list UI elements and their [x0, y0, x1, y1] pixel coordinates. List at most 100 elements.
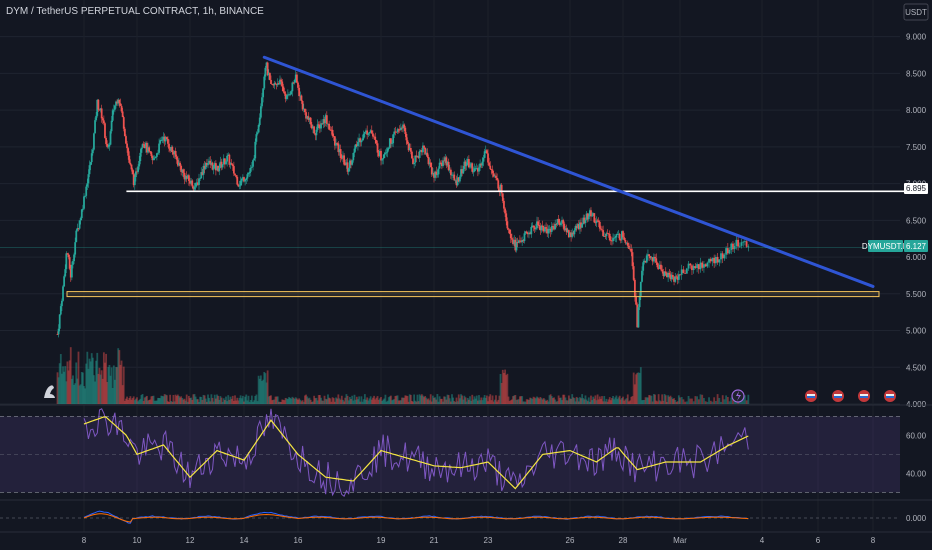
candle-body: [442, 160, 444, 167]
volume-bar: [516, 399, 519, 404]
candle-body: [604, 235, 607, 237]
time-axis[interactable]: 8 10 12 14 16 19 21 23 26 28 Mar 4 6 8: [0, 531, 932, 545]
candle-body: [405, 133, 408, 141]
volume-bar: [210, 394, 213, 404]
volume-bar: [83, 386, 85, 404]
volume-bar: [202, 394, 205, 404]
volume-bar: [381, 400, 384, 404]
rsi-pane[interactable]: 60.00 40.00: [0, 404, 932, 497]
price-axis[interactable]: 9.0008.5008.0007.5007.0006.5006.0005.500…: [906, 33, 927, 409]
candle-body: [198, 178, 200, 185]
candle-body: [94, 120, 96, 134]
candle-body: [159, 140, 162, 144]
volume-bar: [608, 397, 611, 404]
candle-body: [245, 178, 248, 180]
price-candles[interactable]: [56, 61, 750, 338]
candle-body: [279, 79, 281, 85]
volume-bar: [558, 397, 561, 404]
economic-event-flag-icon[interactable]: [884, 390, 896, 402]
candle-body: [340, 157, 343, 159]
candle-body: [300, 95, 303, 101]
candle-body: [608, 233, 611, 241]
candle-body: [238, 185, 241, 187]
candle-body: [201, 172, 204, 175]
candle-body: [358, 138, 360, 142]
candle-body: [131, 169, 134, 175]
economic-event-flag-icon[interactable]: [858, 390, 870, 402]
candle-body: [222, 158, 225, 165]
volume-bar: [164, 394, 167, 404]
candle-body: [581, 224, 584, 228]
volume-bar: [489, 394, 492, 404]
economic-event-flag-icon[interactable]: [832, 390, 844, 402]
volume-bar: [615, 395, 618, 404]
candle-body: [651, 257, 654, 262]
candle-body: [357, 141, 359, 147]
volume-bar: [684, 401, 687, 404]
candle-body: [355, 144, 358, 147]
candle-body: [216, 165, 218, 171]
candle-body: [485, 150, 488, 154]
volume-bar: [661, 394, 664, 404]
candle-body: [312, 126, 314, 129]
volume-bar: [521, 396, 524, 404]
candle-body: [606, 233, 609, 235]
flash-event-icon[interactable]: [731, 389, 745, 403]
volume-bar: [470, 400, 473, 404]
candle-body: [582, 217, 585, 225]
currency-button[interactable]: USDT: [903, 3, 929, 21]
support-zone[interactable]: [66, 291, 880, 298]
candle-body: [697, 264, 700, 270]
volume-bar: [98, 367, 101, 404]
volume-bar: [321, 400, 324, 404]
volume-bar: [200, 396, 203, 404]
volume-bar: [380, 396, 382, 404]
volume-bar: [407, 401, 410, 404]
candle-body: [99, 108, 102, 111]
candle-body: [730, 243, 733, 250]
candle-body: [503, 200, 505, 209]
macd-pane[interactable]: 0.000: [0, 499, 932, 524]
candle-body: [105, 137, 107, 144]
volume-bar: [327, 394, 329, 404]
candle-body: [437, 168, 440, 175]
symbol-label: DYMUSDT.P: [862, 242, 908, 251]
volume-bar: [175, 395, 178, 404]
volume-bar: [191, 399, 194, 404]
candle-body: [557, 219, 560, 223]
candle-body: [415, 155, 418, 158]
volume-bar: [335, 397, 337, 404]
volume-bar: [279, 401, 281, 404]
volume-bar: [488, 396, 491, 404]
candle-body: [362, 133, 365, 139]
volume-bar: [425, 397, 428, 404]
volume-bar: [310, 401, 313, 404]
candle-body: [540, 225, 543, 231]
volume-bar: [562, 394, 565, 404]
volume-bar: [626, 394, 629, 404]
volume-bar: [718, 397, 721, 404]
volume-bar: [360, 396, 363, 404]
volume-bar: [572, 397, 575, 404]
candle-body: [720, 253, 722, 260]
descending-trendline[interactable]: [262, 55, 875, 288]
volume-bar: [552, 398, 554, 404]
volume-bar: [642, 400, 645, 404]
candle-body: [424, 147, 427, 155]
volume-bar: [180, 396, 183, 404]
volume-bar: [658, 400, 661, 404]
candle-body: [501, 193, 504, 201]
candle-body: [585, 213, 588, 220]
volume-bar: [728, 401, 731, 404]
candle-body: [644, 260, 647, 263]
economic-event-flag-icon[interactable]: [805, 390, 817, 402]
candle-body: [310, 124, 313, 129]
rsi-line: [83, 408, 749, 497]
candle-body: [342, 155, 344, 159]
candle-body: [117, 99, 120, 104]
volume-bar: [272, 399, 275, 404]
candle-body: [490, 169, 493, 170]
volume-bar: [612, 396, 614, 404]
candle-body: [178, 162, 180, 166]
